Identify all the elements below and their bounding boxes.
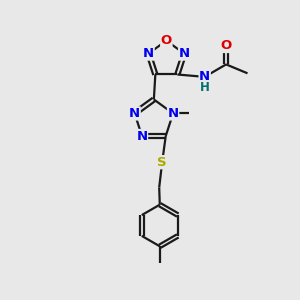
Text: H: H	[200, 81, 210, 94]
Text: O: O	[161, 34, 172, 47]
Text: N: N	[199, 70, 210, 83]
Text: O: O	[220, 40, 232, 52]
Text: S: S	[158, 156, 167, 169]
Text: N: N	[136, 130, 148, 142]
Text: N: N	[129, 107, 140, 120]
Text: N: N	[178, 47, 190, 60]
Text: N: N	[143, 47, 154, 60]
Text: N: N	[167, 107, 178, 120]
